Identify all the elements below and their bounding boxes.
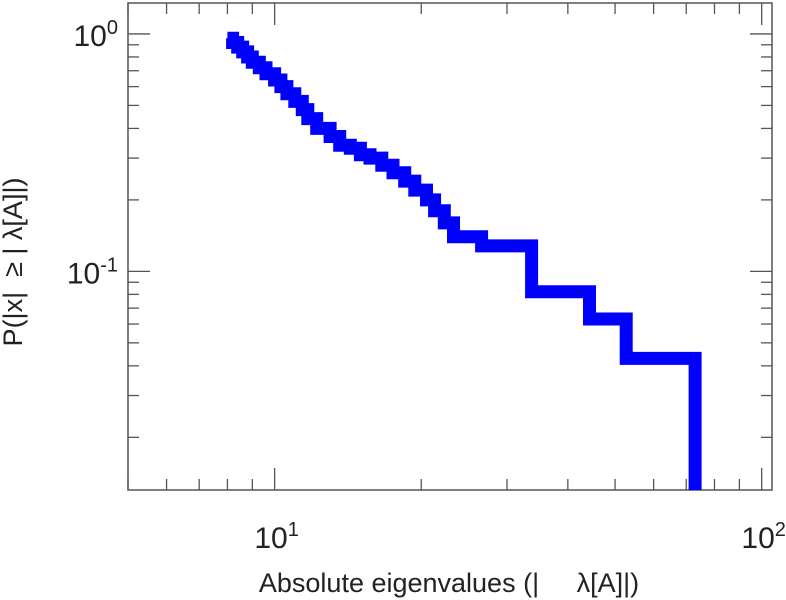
series-line — [226, 31, 702, 490]
tick-labels: 101 102 100 10-1 — [67, 17, 786, 555]
y-tick-label: 10-1 — [67, 254, 118, 290]
axis-ticks — [127, 3, 772, 490]
y-tick-label: 100 — [74, 17, 119, 53]
x-tick-label: 102 — [741, 519, 786, 555]
x-axis-label: Absolute eigenvalues (| λ[A]|) — [259, 568, 639, 598]
y-axis-label: P(|x| ≥ | λ[A]|) — [0, 178, 28, 347]
plot-frame — [127, 2, 773, 491]
x-tick-label: 101 — [254, 519, 299, 555]
